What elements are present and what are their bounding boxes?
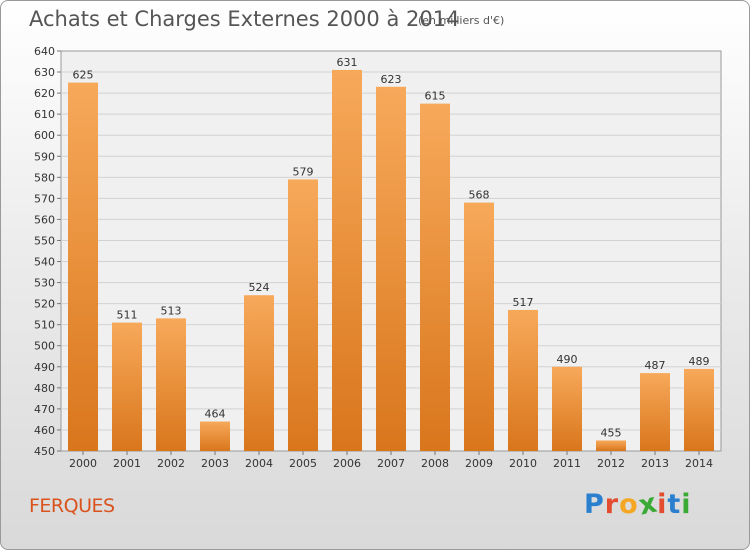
data-label: 517 — [513, 296, 534, 309]
bar — [464, 202, 494, 451]
chart-title: Achats et Charges Externes 2000 à 2014 — [29, 7, 460, 31]
bar — [596, 440, 626, 451]
logo-letter: P — [584, 489, 605, 520]
y-tick-label: 480 — [34, 382, 55, 395]
y-tick-label: 520 — [34, 298, 55, 311]
bar — [112, 322, 142, 451]
y-tick-label: 470 — [34, 403, 55, 416]
data-label: 615 — [425, 90, 446, 103]
data-label: 524 — [249, 281, 270, 294]
y-tick-label: 620 — [34, 87, 55, 100]
logo-letter: r — [604, 489, 620, 520]
bar — [332, 69, 362, 452]
x-tick-label: 2000 — [69, 457, 97, 470]
x-tick-label: 2005 — [289, 457, 317, 470]
data-label: 511 — [117, 309, 138, 322]
data-label: 490 — [557, 353, 578, 366]
y-tick-label: 580 — [34, 171, 55, 184]
x-tick-label: 2011 — [553, 457, 581, 470]
x-tick-label: 2014 — [685, 457, 713, 470]
y-tick-label: 530 — [34, 277, 55, 290]
y-tick-label: 460 — [34, 424, 55, 437]
y-tick-label: 640 — [34, 45, 55, 58]
y-tick-label: 550 — [34, 234, 55, 247]
y-tick-label: 490 — [34, 361, 55, 374]
x-tick-label: 2008 — [421, 457, 449, 470]
y-tick-label: 570 — [34, 192, 55, 205]
y-tick-label: 500 — [34, 340, 55, 353]
x-tick-label: 2002 — [157, 457, 185, 470]
data-label: 631 — [337, 56, 358, 69]
bar — [552, 366, 582, 451]
data-label: 455 — [601, 426, 622, 439]
y-tick-label: 630 — [34, 66, 55, 79]
bar — [156, 318, 186, 451]
bar — [640, 373, 670, 451]
x-tick-label: 2001 — [113, 457, 141, 470]
logo-letter: i — [657, 489, 668, 520]
logo-letter: i — [681, 489, 692, 520]
bar — [244, 295, 274, 451]
y-tick-label: 600 — [34, 129, 55, 142]
x-tick-label: 2006 — [333, 457, 361, 470]
bar — [420, 103, 450, 451]
proxiti-logo: Proxiti — [584, 487, 692, 521]
logo-letter: t — [667, 489, 682, 520]
x-tick-label: 2007 — [377, 457, 405, 470]
bar — [200, 421, 230, 451]
bar — [288, 179, 318, 451]
y-tick-label: 540 — [34, 256, 55, 269]
data-label: 489 — [689, 355, 710, 368]
y-tick-label: 560 — [34, 213, 55, 226]
x-tick-label: 2010 — [509, 457, 537, 470]
bar — [376, 86, 406, 451]
x-tick-label: 2004 — [245, 457, 273, 470]
data-label: 625 — [73, 69, 94, 82]
commune-name: FERQUES — [29, 495, 115, 517]
y-tick-label: 590 — [34, 150, 55, 163]
x-tick-label: 2012 — [597, 457, 625, 470]
y-tick-label: 510 — [34, 319, 55, 332]
bar — [508, 309, 538, 451]
chart-subtitle: (en milliers d'€) — [418, 14, 505, 27]
x-tick-label: 2013 — [641, 457, 669, 470]
data-label: 623 — [381, 73, 402, 86]
data-label: 487 — [645, 359, 666, 372]
data-label: 579 — [293, 165, 314, 178]
y-tick-label: 450 — [34, 445, 55, 458]
data-label: 568 — [469, 189, 490, 202]
bar — [68, 82, 98, 451]
bar — [684, 368, 714, 451]
data-label: 513 — [161, 304, 182, 317]
y-tick-label: 610 — [34, 108, 55, 121]
x-tick-label: 2003 — [201, 457, 229, 470]
logo-letter: o — [619, 489, 639, 520]
x-tick-label: 2009 — [465, 457, 493, 470]
data-label: 464 — [205, 408, 226, 421]
